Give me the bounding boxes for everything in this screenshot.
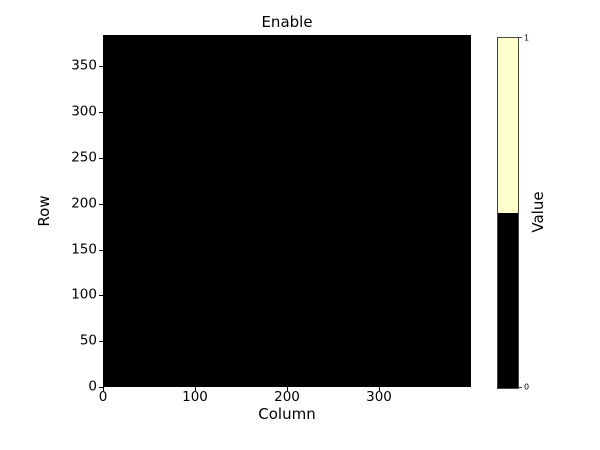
y-tick-label: 200 — [71, 195, 97, 212]
colorbar-tick-label-max: 1 — [524, 33, 530, 43]
y-tick-mark — [99, 387, 103, 388]
y-tick-label: 150 — [71, 241, 97, 258]
x-tick-mark — [379, 387, 380, 391]
y-tick-label: 250 — [71, 149, 97, 166]
colorbar-tick-mark — [518, 387, 522, 388]
x-tick-label: 100 — [182, 389, 208, 405]
colorbar-segment-value-0 — [498, 213, 518, 388]
x-tick-label: 300 — [366, 389, 392, 405]
x-tick-mark — [195, 387, 196, 391]
y-axis-label: Row — [35, 195, 53, 227]
x-tick-label: 0 — [98, 389, 108, 405]
y-tick-mark — [99, 158, 103, 159]
colorbar-label: Value — [529, 191, 547, 233]
x-axis-label: Column — [258, 405, 316, 423]
y-tick-label: 0 — [88, 378, 97, 395]
y-tick-mark — [99, 295, 103, 296]
y-tick-mark — [99, 112, 103, 113]
colorbar — [497, 37, 519, 389]
y-tick-label: 300 — [71, 103, 97, 120]
colorbar-tick-label-min: 0 — [524, 382, 530, 392]
heatmap-plot-area — [103, 35, 471, 387]
y-tick-label: 50 — [79, 332, 97, 349]
y-tick-mark — [99, 341, 103, 342]
colorbar-tick-mark — [518, 37, 522, 38]
x-tick-mark — [287, 387, 288, 391]
y-tick-mark — [99, 66, 103, 67]
colorbar-segment-value-1 — [498, 38, 518, 213]
y-tick-mark — [99, 204, 103, 205]
chart-title: Enable — [261, 13, 313, 31]
x-tick-label: 200 — [274, 389, 300, 405]
y-tick-mark — [99, 250, 103, 251]
y-tick-label: 350 — [71, 57, 97, 74]
y-tick-label: 100 — [71, 286, 97, 303]
x-tick-mark — [103, 387, 104, 391]
